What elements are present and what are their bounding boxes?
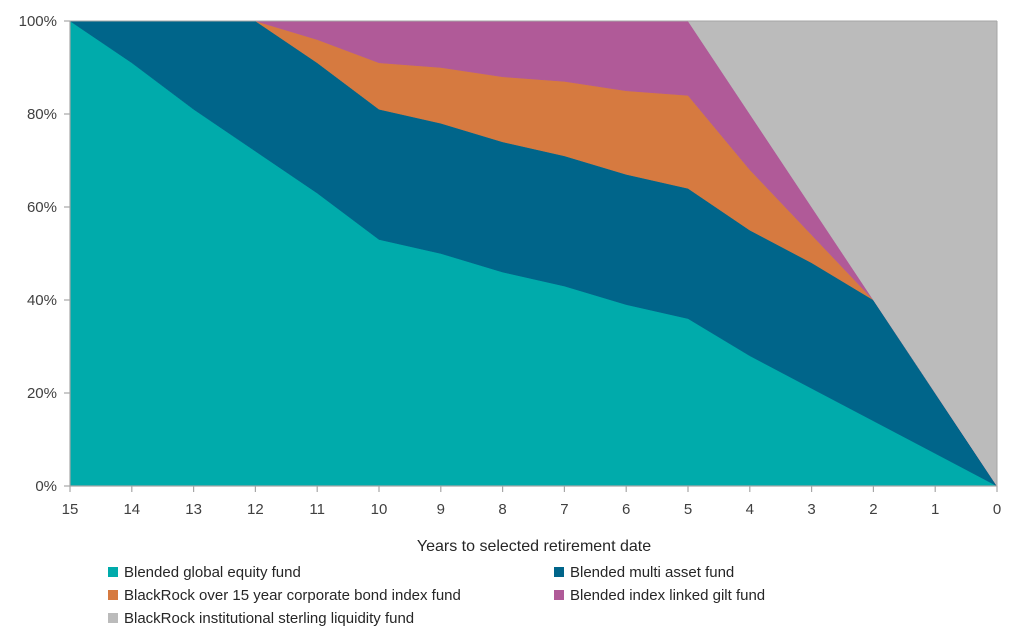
y-tick-labels: 0% 20% 40% 60% 80% 100% — [19, 13, 57, 495]
x-tick-label: 7 — [560, 501, 568, 518]
y-tick-label: 0% — [35, 478, 57, 495]
x-tick-label: 2 — [869, 501, 877, 518]
x-tick-label: 0 — [993, 501, 1001, 518]
y-tick-label: 40% — [27, 292, 57, 309]
x-tick-label: 15 — [62, 501, 79, 518]
legend-label: Blended multi asset fund — [570, 563, 735, 581]
legend-item-corporate-bond: BlackRock over 15 year corporate bond in… — [108, 585, 554, 605]
y-tick-label: 60% — [27, 199, 57, 216]
stacked-area-chart: 0%20%40%60%80%100% 15 14 13 12 11 10 9 8 7 6 5 4 3 2 1… — [19, 13, 1002, 555]
legend-item-equity: Blended global equity fund — [108, 562, 554, 582]
x-tick-labels: 15 14 13 12 11 10 9 8 7 6 5 4 3 2 1 0 — [62, 501, 1002, 518]
legend-item-sterling-liquidity: BlackRock institutional sterling liquidi… — [108, 608, 554, 628]
x-tick-label: 4 — [746, 501, 754, 518]
legend-label: Blended index linked gilt fund — [570, 586, 766, 604]
legend-label: Blended global equity fund — [124, 563, 301, 581]
legend-swatch-multi-asset — [554, 567, 564, 577]
y-tick-label: 100% — [19, 13, 57, 30]
x-tick-label: 14 — [123, 501, 140, 518]
legend-swatch-index-linked-gilt — [554, 590, 564, 600]
legend-item-multi-asset: Blended multi asset fund — [554, 562, 854, 582]
y-tick-label: 20% — [27, 385, 57, 402]
legend-label: BlackRock institutional sterling liquidi… — [124, 609, 415, 627]
x-tick-label: 10 — [371, 501, 388, 518]
x-tick-label: 5 — [684, 501, 692, 518]
legend-swatch-equity — [108, 567, 118, 577]
x-tick-label: 1 — [931, 501, 939, 518]
x-tick-label: 11 — [309, 501, 325, 518]
x-tick-label: 8 — [498, 501, 506, 518]
plot-areas — [69, 20, 998, 487]
y-tick-label: 80% — [27, 106, 57, 123]
x-tick-label: 6 — [622, 501, 630, 518]
x-tick-label: 13 — [185, 501, 202, 518]
x-tick-label: 12 — [247, 501, 264, 518]
legend-swatch-sterling-liquidity — [108, 613, 118, 623]
legend-item-index-linked-gilt: Blended index linked gilt fund — [554, 585, 854, 605]
x-axis-title: Years to selected retirement date — [417, 538, 651, 555]
x-tick-label: 9 — [437, 501, 445, 518]
axes — [64, 20, 998, 492]
legend: Blended global equity fund Blended multi… — [108, 562, 868, 628]
legend-swatch-corporate-bond — [108, 590, 118, 600]
legend-label: BlackRock over 15 year corporate bond in… — [124, 586, 461, 604]
x-tick-label: 3 — [807, 501, 815, 518]
